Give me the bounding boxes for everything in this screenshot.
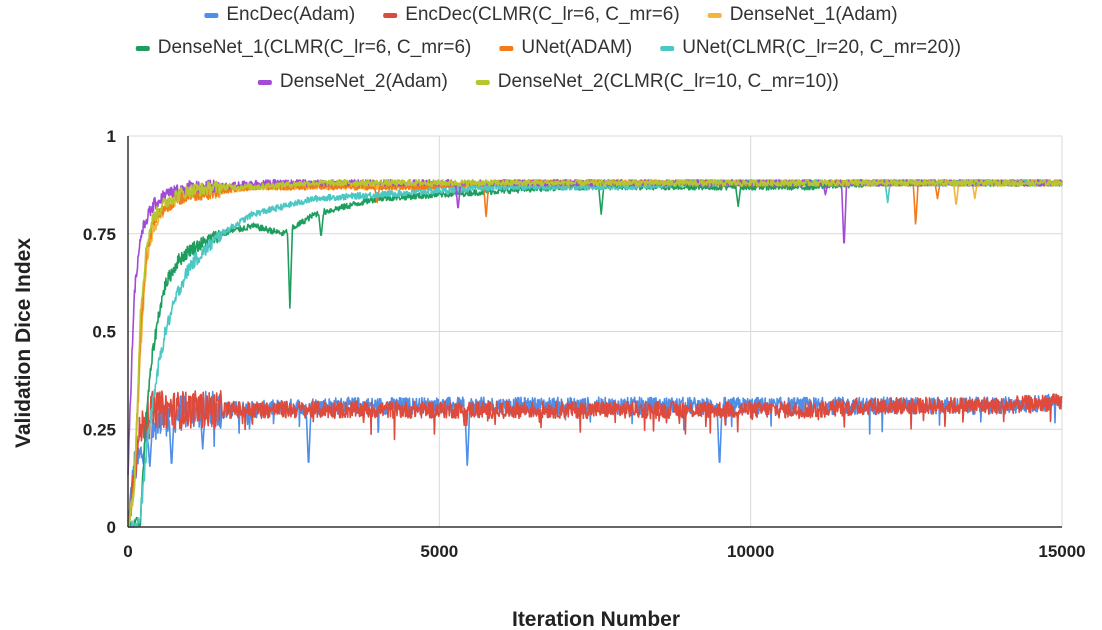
legend-label-1: EncDec(Adam) bbox=[226, 4, 355, 25]
y-tick-label: 0.75 bbox=[83, 225, 116, 244]
y-tick-labels: 0 0.25 0.5 0.75 1 bbox=[83, 127, 116, 537]
legend-label-7: DenseNet_2(Adam) bbox=[280, 71, 448, 92]
y-tick-label: 1 bbox=[107, 127, 116, 146]
y-tick-label: 0 bbox=[107, 518, 116, 537]
series-lines bbox=[127, 179, 1063, 528]
legend: EncDec(Adam) EncDec(CLMR(C_lr=6, C_mr=6) D… bbox=[135, 4, 961, 92]
legend-swatch-5 bbox=[499, 46, 514, 51]
series-line-8 bbox=[127, 179, 1063, 528]
legend-label-3: DenseNet_1(Adam) bbox=[730, 4, 898, 25]
x-tick-label: 5000 bbox=[420, 542, 458, 561]
y-tick-label: 0.5 bbox=[92, 323, 116, 342]
legend-swatch-1 bbox=[204, 13, 219, 18]
gridlines bbox=[128, 135, 1063, 527]
legend-label-4: DenseNet_1(CLMR(C_lr=6, C_mr=6) bbox=[158, 37, 472, 58]
x-axis-label: Iteration Number bbox=[512, 608, 680, 630]
legend-label-2: EncDec(CLMR(C_lr=6, C_mr=6) bbox=[405, 4, 680, 25]
legend-swatch-6 bbox=[660, 46, 675, 51]
legend-label-6: UNet(CLMR(C_lr=20, C_mr=20)) bbox=[682, 37, 961, 58]
y-axis-label: Validation Dice Index bbox=[12, 238, 35, 448]
x-tick-labels: 0 5000 10000 15000 bbox=[123, 542, 1085, 561]
legend-swatch-2 bbox=[383, 13, 398, 18]
legend-swatch-4 bbox=[135, 46, 150, 51]
x-tick-label: 15000 bbox=[1038, 542, 1085, 561]
legend-swatch-8 bbox=[475, 80, 490, 85]
y-tick-label: 0.25 bbox=[83, 420, 116, 439]
legend-label-5: UNet(ADAM) bbox=[521, 37, 632, 58]
x-tick-label: 10000 bbox=[727, 542, 774, 561]
legend-label-8: DenseNet_2(CLMR(C_lr=10, C_mr=10)) bbox=[498, 71, 839, 92]
legend-swatch-3 bbox=[707, 13, 722, 18]
series-line-2 bbox=[127, 390, 1063, 521]
legend-swatch-7 bbox=[257, 80, 272, 85]
axes bbox=[127, 136, 1062, 528]
x-tick-label: 0 bbox=[123, 542, 132, 561]
series-line-4 bbox=[127, 179, 1063, 528]
series-line-7 bbox=[127, 179, 1063, 476]
